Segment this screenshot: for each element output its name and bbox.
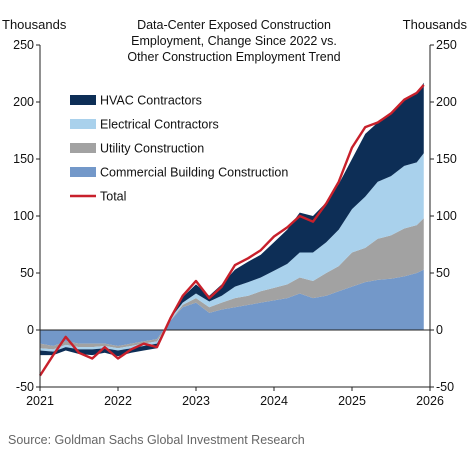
legend-label-commercial: Commercial Building Construction: [100, 166, 288, 180]
x-tick-label: 2022: [104, 394, 132, 408]
right-y-tick-label: 200: [436, 95, 457, 109]
x-tick-label: 2021: [26, 394, 54, 408]
chart-title-line-2: Employment, Change Since 2022 vs.: [131, 34, 337, 48]
total-line-layer: [38, 84, 425, 377]
x-tick-label: 2023: [182, 394, 210, 408]
area-commercial: [40, 269, 424, 346]
x-tick-label: 2025: [338, 394, 366, 408]
x-tick-label: 2026: [416, 394, 444, 408]
legend-label-total: Total: [100, 190, 126, 204]
right-axis-unit-label: Thousands: [403, 17, 468, 32]
right-y-tick-label: -50: [436, 380, 454, 394]
left-y-tick-label: 100: [13, 209, 34, 223]
stacked-areas: [40, 82, 424, 357]
left-y-tick-label: -50: [16, 380, 34, 394]
legend-label-electrical: Electrical Contractors: [100, 118, 219, 132]
legend-swatch-utility: [70, 143, 96, 153]
right-y-tick-label: 250: [436, 38, 457, 52]
legend-swatch-hvac: [70, 95, 96, 105]
left-y-tick-label: 200: [13, 95, 34, 109]
area-utility: [40, 218, 424, 350]
left-y-tick-label: 150: [13, 152, 34, 166]
right-y-tick-label: 0: [436, 323, 443, 337]
right-y-tick-label: 100: [436, 209, 457, 223]
right-y-tick-label: 50: [436, 266, 450, 280]
axes: -50 -50 0 0 50 50 100 100 150 150 200 200 250 250 2021…: [13, 38, 457, 408]
left-y-tick-label: 250: [13, 38, 34, 52]
legend-swatch-commercial: [70, 167, 96, 177]
left-y-tick-label: 0: [27, 323, 34, 337]
left-y-tick-label: 50: [20, 266, 34, 280]
chart-title-line-1: Data-Center Exposed Construction: [137, 18, 331, 32]
chart-title-line-3: Other Construction Employment Trend: [127, 50, 340, 64]
legend-swatch-electrical: [70, 119, 96, 129]
legend-label-hvac: HVAC Contractors: [100, 94, 202, 108]
area-electrical: [40, 153, 424, 352]
total-line: [38, 84, 425, 377]
legend: HVAC Contractors Electrical Contractors Ut…: [70, 94, 288, 204]
left-axis-unit-label: Thousands: [2, 17, 67, 32]
legend-label-utility: Utility Construction: [100, 142, 204, 156]
right-y-tick-label: 150: [436, 152, 457, 166]
source-note: Source: Goldman Sachs Global Investment …: [8, 433, 305, 447]
chart-title: Data-Center Exposed Construction Employm…: [127, 18, 340, 64]
x-tick-label: 2024: [260, 394, 288, 408]
